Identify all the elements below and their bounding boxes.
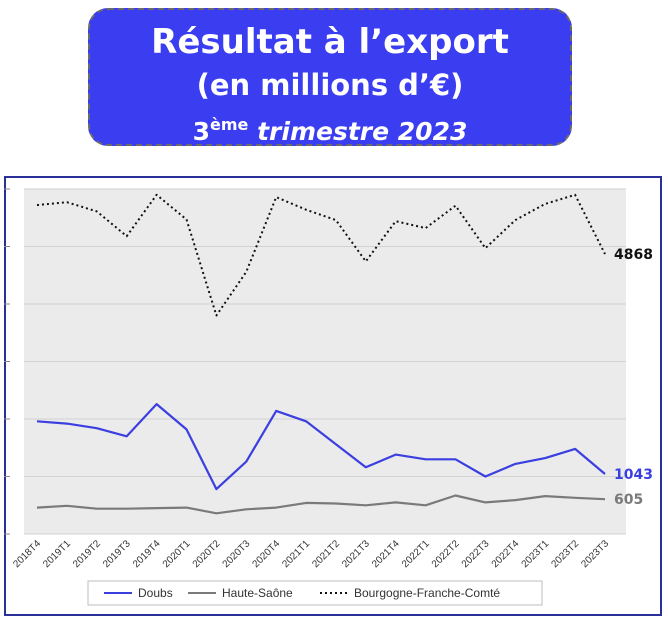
title-banner: Résultat à l’export (en millions d’€) 3è… (88, 8, 572, 146)
x-tick-label: 2022T1 (400, 538, 432, 570)
legend (87, 580, 543, 606)
x-tick-label: 2020T3 (221, 538, 253, 570)
series-line-doubs (36, 403, 606, 491)
x-tick-label: 2020T2 (191, 538, 223, 570)
x-tick-label: 2021T4 (370, 538, 402, 570)
title-quarter-number: 3 (192, 117, 211, 146)
end-value-label: 1043 (614, 467, 653, 483)
x-tick-label: 2023T1 (520, 538, 552, 570)
x-tick-label: 2018T4 (11, 538, 43, 570)
x-tick-label: 2019T1 (41, 538, 73, 570)
title-line-2: (en millions d’€) (196, 68, 464, 102)
title-line-3: 3ème trimestre 2023 (90, 110, 570, 147)
x-tick-label: 2022T2 (430, 538, 462, 570)
legend-label: Doubs (138, 586, 173, 600)
end-value-label: 4868 (614, 247, 653, 263)
legend-label: Haute-Saône (222, 586, 293, 600)
x-tick-label: 2019T2 (71, 538, 103, 570)
x-tick-label: 2021T3 (340, 538, 372, 570)
x-tick-label: 2021T2 (310, 538, 342, 570)
legend-label: Bourgogne-Franche-Comté (354, 586, 500, 600)
x-tick-label: 2020T1 (161, 538, 193, 570)
x-tick-label: 2023T2 (549, 538, 581, 570)
x-tick-label: 2019T4 (131, 538, 163, 570)
x-tick-label: 2020T4 (251, 538, 283, 570)
series-line-haute-sa-ne (36, 494, 606, 515)
x-tick-label: 2022T4 (490, 538, 522, 570)
x-tick-label: 2019T3 (101, 538, 133, 570)
title-quarter-suffix: ème (210, 115, 249, 134)
title-period: trimestre 2023 (257, 117, 468, 146)
end-value-label: 605 (614, 492, 643, 508)
x-tick-label: 2023T3 (579, 538, 611, 570)
x-tick-label: 2022T3 (460, 538, 492, 570)
x-tick-label: 2021T1 (280, 538, 312, 570)
title-line-1: Résultat à l’export (151, 22, 509, 62)
